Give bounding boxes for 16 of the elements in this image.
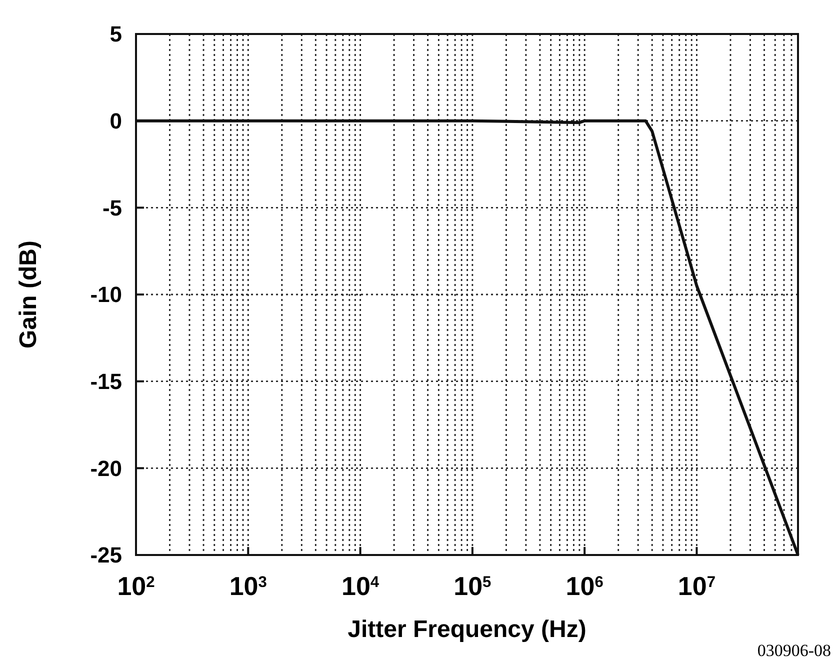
- y-tick-label: 5: [110, 22, 122, 47]
- y-tick-label: -25: [90, 542, 122, 568]
- x-axis-title: Jitter Frequency (Hz): [348, 616, 586, 643]
- x-tick-label: 10$^{2}$: [117, 571, 156, 601]
- x-tick-label: 10$^{7}$: [678, 571, 716, 601]
- y-tick-label: 0: [110, 108, 122, 134]
- x-tick-label: 10$^{6}$: [566, 571, 604, 601]
- y-tick-label: -5: [102, 195, 122, 220]
- text: 030906-08: [757, 641, 831, 660]
- x-tick-label: 10$^{3}$: [229, 571, 268, 601]
- y-axis-title: Gain (dB): [15, 240, 42, 348]
- y-tick-label: -10: [90, 282, 122, 308]
- x-tick-label: 10$^{5}$: [454, 571, 492, 601]
- y-tick-label: -20: [90, 456, 122, 481]
- y-tick-label: -15: [90, 369, 122, 394]
- x-tick-label: 10$^{4}$: [341, 571, 380, 601]
